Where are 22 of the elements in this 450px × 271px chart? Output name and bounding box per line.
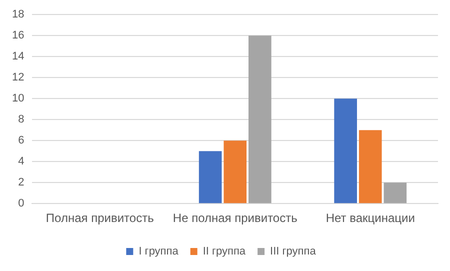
x-tick-label: Не полная привитость [172, 211, 298, 226]
x-tick-label: Полная привитость [46, 211, 154, 226]
bar [248, 36, 272, 204]
bar [224, 140, 247, 204]
x-tick-label: Нет вакцинации [326, 211, 415, 226]
bar [384, 182, 407, 204]
y-tick-label: 14 [12, 50, 24, 63]
legend-label: II группа [202, 246, 246, 258]
y-tick-label: 18 [12, 8, 24, 21]
y-tick-label: 12 [12, 72, 24, 84]
legend-label: I группа [138, 246, 180, 258]
y-tick-label: 6 [18, 134, 24, 147]
legend-label: III группа [270, 246, 317, 258]
y-tick-label: 4 [18, 156, 24, 168]
y-tick-label: 0 [18, 198, 24, 210]
bar [198, 151, 222, 204]
y-tick-label: 8 [18, 114, 24, 126]
y-tick-label: 10 [12, 92, 24, 105]
bar [334, 98, 357, 204]
y-tick-label: 16 [12, 30, 24, 42]
y-tick-label: 2 [18, 176, 24, 189]
bar [358, 130, 382, 204]
